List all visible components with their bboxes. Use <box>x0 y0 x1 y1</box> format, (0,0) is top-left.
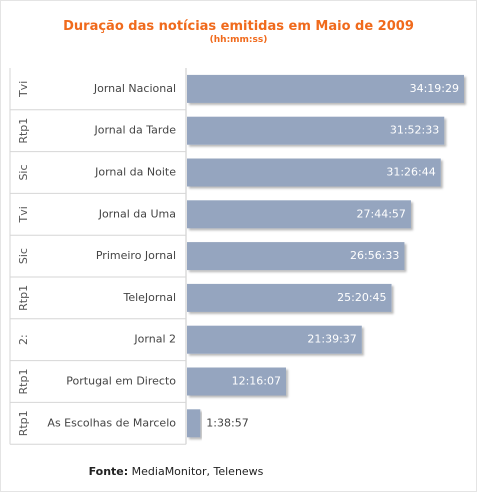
source-text: MediaMonitor, Telenews <box>128 465 264 478</box>
tick-label: TeleJornal <box>122 291 176 304</box>
channel-label: Rtp1 <box>17 369 30 395</box>
chart-title: Duração das notícias emitidas em Maio de… <box>63 19 414 34</box>
bar <box>187 116 445 145</box>
tick-label: Primeiro Jornal <box>96 249 176 262</box>
channel-label: 2: <box>17 334 30 345</box>
tick-label: Jornal da Noite <box>94 166 176 179</box>
channel-label: Sic <box>17 248 30 264</box>
bar <box>187 283 392 312</box>
tick-label: Jornal da Uma <box>98 207 176 220</box>
data-label: 21:39:37 <box>307 333 356 346</box>
tick-label: Jornal Nacional <box>93 82 176 95</box>
tick-label: Portugal em Directo <box>66 375 176 388</box>
bar <box>187 367 287 396</box>
channel-label: Sic <box>17 164 30 180</box>
chart-subtitle: (hh:mm:ss) <box>209 35 268 45</box>
bar <box>187 200 411 229</box>
channel-label: Rtp1 <box>17 410 30 436</box>
channel-label: Tvi <box>17 206 30 223</box>
tick-label: Jornal 2 <box>133 333 176 346</box>
data-label: 26:56:33 <box>350 249 399 262</box>
data-label: 12:16:07 <box>232 375 281 388</box>
data-label: 1:38:57 <box>206 416 248 429</box>
channel-label: Tvi <box>17 81 30 98</box>
bar <box>187 158 441 187</box>
tick-label: As Escolhas de Marcelo <box>47 416 176 429</box>
data-label: 25:20:45 <box>337 291 386 304</box>
bar <box>187 242 405 271</box>
channel-label: Rtp1 <box>17 118 30 144</box>
channel-label: Rtp1 <box>17 285 30 311</box>
data-label: 31:26:44 <box>386 166 435 179</box>
data-label: 27:44:57 <box>357 207 406 220</box>
source-label: Fonte: <box>88 465 129 478</box>
bar <box>187 325 362 354</box>
data-label: 34:19:29 <box>410 82 459 95</box>
tick-label: Jornal da Tarde <box>93 124 176 137</box>
data-label: 31:52:33 <box>390 124 439 137</box>
bar <box>187 409 201 438</box>
source-note: Fonte: MediaMonitor, Telenews <box>0 465 352 478</box>
bar <box>187 74 464 103</box>
